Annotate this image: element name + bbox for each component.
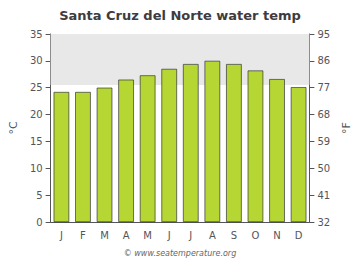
svg-text:J: J [188, 230, 192, 241]
svg-text:50: 50 [317, 163, 330, 174]
svg-text:© www.seatemperature.org: © www.seatemperature.org [124, 249, 236, 258]
svg-text:J: J [59, 230, 63, 241]
svg-text:25: 25 [30, 82, 43, 93]
svg-text:41: 41 [317, 190, 330, 201]
svg-text:30: 30 [30, 55, 43, 66]
svg-text:10: 10 [30, 163, 43, 174]
svg-text:A: A [209, 230, 216, 241]
svg-text:15: 15 [30, 136, 43, 147]
svg-text:5: 5 [36, 190, 42, 201]
svg-text:F: F [80, 230, 86, 241]
svg-text:S: S [231, 230, 237, 241]
svg-text:32: 32 [317, 217, 330, 228]
svg-text:35: 35 [30, 29, 43, 40]
svg-text:95: 95 [317, 29, 330, 40]
svg-text:86: 86 [317, 55, 330, 66]
svg-text:°F: °F [340, 122, 353, 134]
svg-text:J: J [167, 230, 171, 241]
svg-text:°C: °C [7, 121, 20, 135]
svg-text:M: M [100, 230, 109, 241]
svg-text:68: 68 [317, 109, 330, 120]
svg-text:A: A [123, 230, 130, 241]
svg-text:O: O [252, 230, 260, 241]
svg-text:M: M [143, 230, 152, 241]
svg-text:Santa Cruz del Norte water tem: Santa Cruz del Norte water temp [59, 8, 301, 23]
svg-text:0: 0 [36, 217, 42, 228]
svg-text:59: 59 [317, 136, 330, 147]
svg-text:N: N [273, 230, 280, 241]
svg-text:77: 77 [317, 82, 330, 93]
svg-text:20: 20 [30, 109, 43, 120]
svg-text:D: D [295, 230, 303, 241]
